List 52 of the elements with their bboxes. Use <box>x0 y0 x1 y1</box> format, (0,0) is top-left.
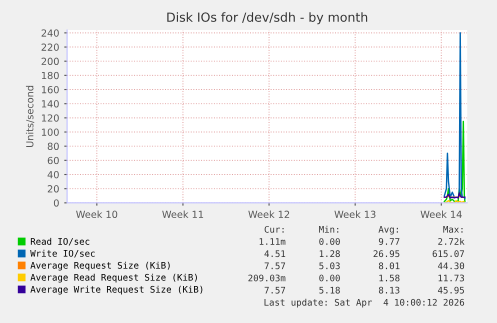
text: 0.00 <box>319 274 340 282</box>
x-tick-label: Week 13 <box>334 210 376 218</box>
y-tick-label: 0 <box>54 199 59 207</box>
text: Avg: <box>378 226 398 235</box>
text: 1.11m <box>260 238 286 245</box>
text: Max: <box>443 226 463 233</box>
y-tick-label: 100 <box>42 128 59 136</box>
text: Min: <box>319 226 338 233</box>
y-tick-label: 180 <box>42 72 59 80</box>
y-tick-label: 40 <box>48 170 59 178</box>
text: 8.13 <box>378 286 400 294</box>
text: 615.07 <box>432 250 464 258</box>
text: 4.51 <box>264 250 286 258</box>
text: 9.77 <box>378 238 400 245</box>
text: 209.03m <box>248 274 286 282</box>
text: 1.58 <box>379 274 400 282</box>
text: 1.28 <box>320 250 340 258</box>
text: 5.03 <box>319 262 340 270</box>
legend-label: Average Write Request Size (KiB) <box>30 286 202 295</box>
chart-title: Disk IOs for /dev/sdh - by month <box>167 12 368 24</box>
y-axis-title: Units/second <box>26 86 34 147</box>
text: 44.30 <box>438 262 464 270</box>
text: 5.18 <box>319 286 340 294</box>
x-tick-label: Week 14 <box>420 210 462 218</box>
legend-label: Read IO/sec <box>30 238 90 246</box>
text: 2.72k <box>438 238 465 245</box>
text: 26.95 <box>374 250 400 258</box>
y-tick-label: 220 <box>42 44 59 51</box>
text: 8.01 <box>378 262 400 270</box>
text: 0.00 <box>319 238 340 245</box>
y-tick-label: 80 <box>48 142 59 150</box>
x-tick-label: Week 11 <box>162 210 204 218</box>
y-tick-label: 160 <box>42 86 59 94</box>
text: Cur: <box>264 226 284 233</box>
legend-label: Write IO/sec <box>30 250 95 258</box>
legend-label: Average Read Request Size (KiB) <box>30 274 197 283</box>
y-tick-label: 140 <box>42 100 59 108</box>
text: 11.73 <box>438 274 464 282</box>
x-tick-label: Week 10 <box>76 210 118 218</box>
text: 7.57 <box>264 286 286 294</box>
y-tick-label: 20 <box>48 185 59 193</box>
text: Last update: Sat Apr 4 10:00:12 2026 <box>264 298 464 308</box>
text: 45.95 <box>438 286 464 294</box>
legend-label: Average Request Size (KiB) <box>30 262 170 271</box>
y-tick-label: 240 <box>42 29 59 37</box>
line-series <box>444 120 466 202</box>
y-tick-label: 120 <box>42 114 59 122</box>
x-tick-label: Week 12 <box>248 210 290 218</box>
text: 7.57 <box>264 262 286 270</box>
y-tick-label: 200 <box>42 58 59 66</box>
y-tick-label: 60 <box>48 156 59 164</box>
line-series <box>444 32 466 200</box>
